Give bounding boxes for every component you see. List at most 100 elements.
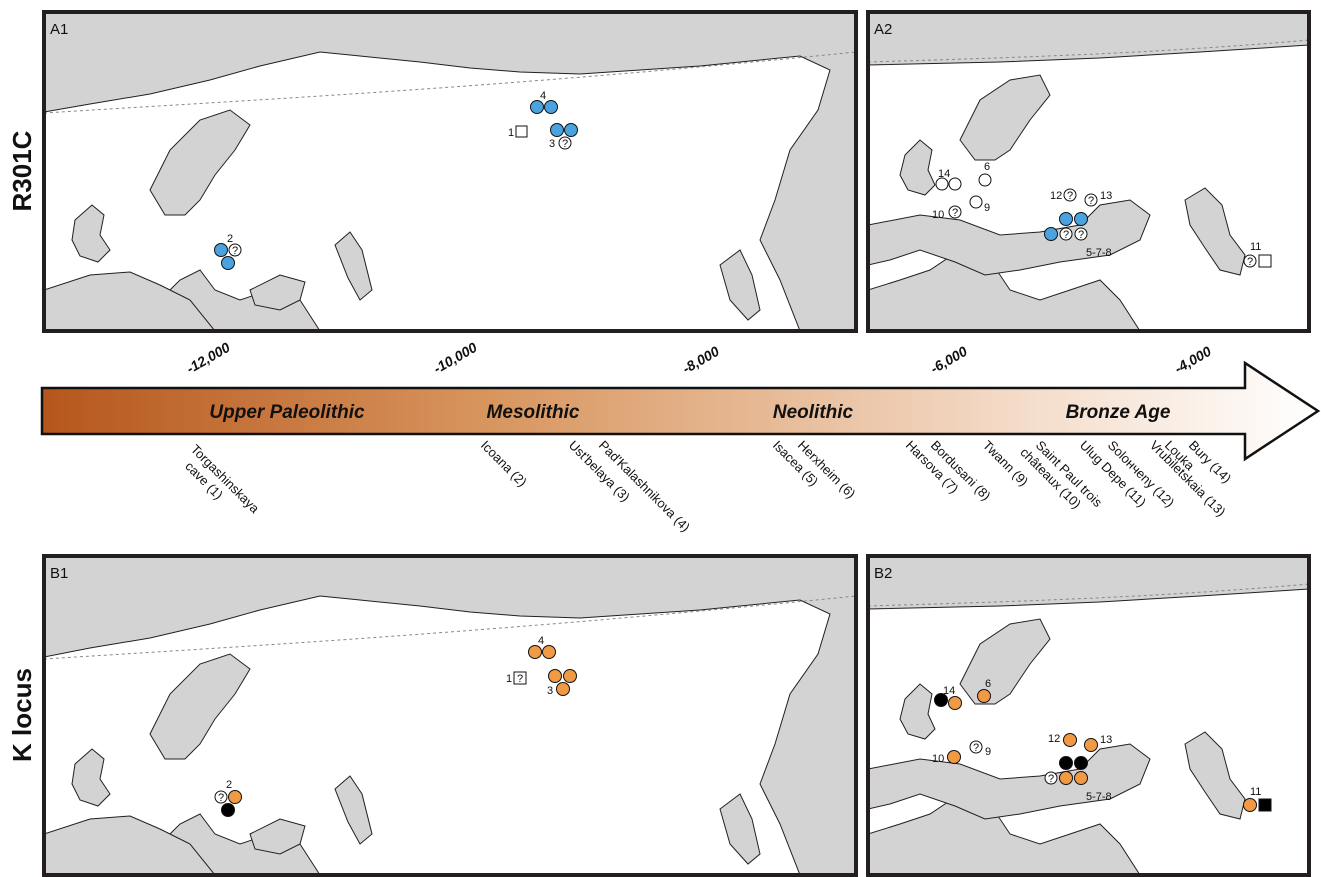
marker-positive [548, 669, 562, 683]
panel-label: B1 [50, 565, 68, 582]
landmass-scandinavia [959, 74, 1051, 161]
marker-positive [1084, 738, 1098, 752]
marker-number: 11 [1250, 786, 1261, 798]
marker-uncertain [1059, 227, 1073, 241]
svg-text:?: ? [1063, 229, 1069, 241]
marker-positive [947, 750, 961, 764]
marker-negative-square [1258, 254, 1272, 268]
marker-positive [564, 123, 578, 137]
marker-positive [1063, 733, 1077, 747]
landmass-britain [899, 683, 936, 740]
timeline-tick: -4,000 [1172, 343, 1215, 377]
map-panel-b1: B1 ? 4 1 3 2 ? [42, 554, 858, 877]
landmass-east [1184, 731, 1246, 820]
landmass-iberia-italy [44, 815, 216, 875]
marker-number: 14 [938, 168, 950, 180]
dashed-boundary-line [867, 39, 1310, 63]
marker-positive [1243, 798, 1257, 812]
site-label: Torgashinskayacave (1) [177, 442, 263, 528]
marker-uncertain [948, 205, 962, 219]
landmass-caspian-shore [334, 231, 373, 301]
marker-uncertain [1074, 227, 1088, 241]
map-panel-b2: B2 14 6 12 13 ? 9 10 ? 5-7-8 11 [866, 554, 1311, 877]
period-label: Neolithic [773, 402, 854, 423]
marker-uncertain [228, 243, 242, 257]
marker-uncertain-square [513, 671, 527, 685]
marker-uncertain [558, 136, 572, 150]
marker-number: 3 [549, 138, 555, 150]
dashed-boundary-line [867, 583, 1310, 607]
marker-number: 10 [932, 209, 944, 221]
svg-text:?: ? [517, 673, 523, 685]
landmass-britain [899, 139, 936, 196]
marker-number: 2 [227, 233, 233, 245]
marker-negative [948, 177, 962, 191]
marker-positive [542, 645, 556, 659]
landmass-scandinavia [149, 653, 251, 760]
marker-uncertain [1243, 254, 1257, 268]
svg-text:?: ? [1078, 229, 1084, 241]
marker-negative [935, 177, 949, 191]
landmass-britain [71, 748, 111, 807]
marker-positive [528, 645, 542, 659]
marker-positive [1074, 212, 1088, 226]
svg-text:?: ? [1067, 190, 1073, 202]
marker-number: 12 [1050, 190, 1062, 202]
marker-number: 3 [547, 685, 553, 697]
marker-positive [556, 682, 570, 696]
marker-number: 4 [538, 635, 544, 647]
landmass-britain [71, 204, 111, 263]
marker-uncertain [214, 790, 228, 804]
marker-number: 9 [984, 202, 990, 214]
svg-text:?: ? [973, 742, 979, 754]
svg-text:?: ? [952, 207, 958, 219]
svg-text:?: ? [562, 138, 568, 150]
dashed-boundary-line [43, 595, 857, 660]
marker-negative-square [515, 125, 528, 138]
marker-number: 2 [226, 779, 232, 791]
landmass-caspian-shore [334, 775, 373, 845]
marker-positive [1074, 771, 1088, 785]
timeline-arrow [40, 360, 1321, 462]
marker-uncertain [969, 740, 983, 754]
period-label: Bronze Age [1066, 402, 1171, 423]
landmass-scandinavia [959, 618, 1051, 705]
marker-number: 13 [1100, 734, 1112, 746]
marker-number: 4 [540, 90, 546, 102]
marker-number: 1 [506, 673, 512, 685]
landmass-scandinavia [149, 109, 251, 216]
marker-other [221, 803, 235, 817]
marker-positive [1059, 771, 1073, 785]
marker-positive [530, 100, 544, 114]
marker-other-square [1258, 798, 1272, 812]
marker-positive [1059, 212, 1073, 226]
marker-number: 9 [985, 746, 991, 758]
dashed-boundary-line [43, 51, 857, 114]
marker-number: 13 [1100, 190, 1112, 202]
marker-number: 1 [508, 127, 514, 139]
landmass-east [719, 249, 761, 321]
panel-label: A1 [50, 21, 68, 38]
timeline-tick: -8,000 [680, 343, 723, 377]
landmass-anatolia [249, 818, 306, 855]
marker-positive [221, 256, 235, 270]
marker-negative [969, 195, 983, 209]
timeline: -12,000 -10,000 -8,000 -6,000 -4,000 Upp… [40, 339, 1321, 535]
svg-text:?: ? [232, 245, 238, 257]
period-label: Mesolithic [487, 402, 580, 423]
svg-text:?: ? [218, 792, 224, 804]
timeline-tick: -12,000 [184, 339, 233, 377]
marker-number: 11 [1250, 241, 1261, 253]
marker-positive [977, 689, 991, 703]
row-label-r301c: R301C [7, 130, 37, 211]
marker-number: 14 [943, 685, 955, 697]
panel-label: A2 [874, 21, 892, 38]
svg-text:?: ? [1048, 773, 1054, 785]
landmass-east [719, 793, 761, 865]
marker-number: 10 [932, 753, 944, 765]
marker-positive [544, 100, 558, 114]
marker-number: 5-7-8 [1086, 247, 1112, 259]
marker-other [1059, 756, 1073, 770]
site-label: Twann (9) [980, 438, 1031, 489]
